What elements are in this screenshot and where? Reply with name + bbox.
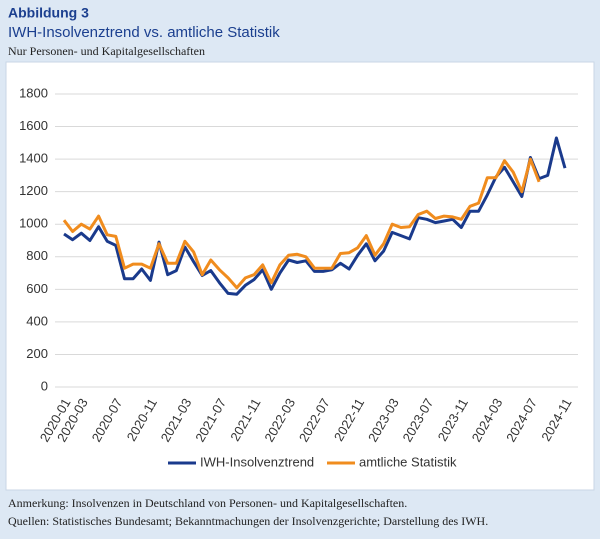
legend-label: IWH-Insolvenztrend <box>200 454 314 469</box>
y-tick-label: 1800 <box>19 85 48 100</box>
y-tick-label: 1400 <box>19 151 48 166</box>
y-tick-label: 600 <box>26 281 48 296</box>
chart-description: Nur Personen- und Kapitalgesellschaften <box>8 44 205 58</box>
y-tick-label: 1600 <box>19 118 48 133</box>
line <box>62 157 541 290</box>
y-tick-label: 200 <box>26 346 48 361</box>
y-tick-label: 1000 <box>19 216 48 231</box>
note: Anmerkung: Insolvenzen in Deutschland vo… <box>8 496 407 510</box>
note: Quellen: Statistisches Bundesamt; Bekann… <box>8 514 488 528</box>
plot-panel <box>5 61 595 491</box>
chart-title: Abbildung 3 <box>8 5 89 21</box>
line <box>63 136 567 296</box>
y-tick-label: 800 <box>26 248 48 263</box>
chart-subtitle: IWH-Insolvenztrend vs. amtliche Statisti… <box>8 24 280 41</box>
y-tick-label: 400 <box>26 313 48 328</box>
y-tick-label: 0 <box>41 378 48 393</box>
legend-label: amtliche Statistik <box>359 454 457 469</box>
y-tick-label: 1200 <box>19 183 48 198</box>
